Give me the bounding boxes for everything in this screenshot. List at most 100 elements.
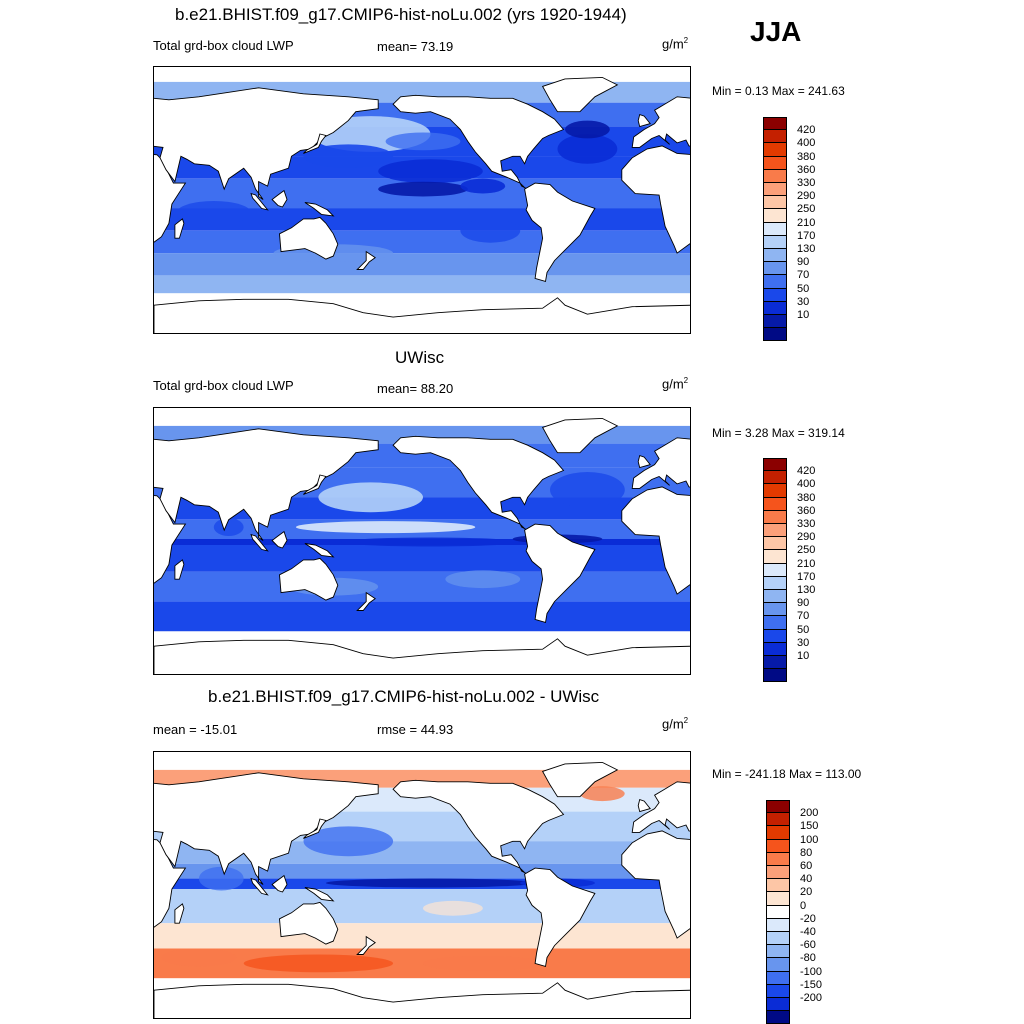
- panel-2-field-band: [154, 545, 690, 572]
- season-label: JJA: [750, 16, 802, 47]
- panel-2-field-band: [154, 571, 690, 602]
- panel-2-field-patch: [295, 521, 476, 534]
- colorbar-1-label: 400: [797, 137, 816, 150]
- colorbar-3-label: 150: [800, 820, 819, 833]
- panel-3-title: b.e21.BHIST.f09_g17.CMIP6-hist-noLu.002 …: [208, 687, 600, 706]
- colorbar-2-label: 30: [797, 636, 810, 649]
- panel-1-field-patch: [378, 159, 483, 184]
- panel-1-land-madagascar: [174, 218, 185, 239]
- colorbar-1-swatch: [763, 169, 787, 183]
- colorbar-1-swatch: [763, 262, 787, 276]
- panel-1-field-band: [154, 253, 690, 276]
- colorbar-3-label: 0: [800, 899, 807, 912]
- panel-2-land-south_america: [524, 523, 596, 623]
- colorbar-1-swatch: [763, 222, 787, 236]
- panel-1-map-canvas: [154, 67, 690, 333]
- colorbar-1-swatch: [763, 328, 787, 342]
- panel-3-land-new_zealand: [356, 935, 376, 955]
- panel-3-land-south_america: [524, 867, 596, 967]
- colorbar-1-label: 90: [797, 256, 810, 269]
- panel-2-land-eurasia: [154, 428, 379, 541]
- panel-3-land-sumatra: [250, 877, 269, 896]
- colorbar-2-swatch: [763, 616, 787, 630]
- panel-2-land-eurasia-wrap: [631, 437, 690, 489]
- panel-1-field-patch: [565, 120, 610, 139]
- colorbar-3-label: -200: [800, 992, 823, 1004]
- panel-1-field-patch: [557, 134, 618, 164]
- panel-2-field-band: [154, 408, 690, 426]
- colorbar-2-swatch: [763, 458, 787, 472]
- panel-2-field-patch: [213, 518, 244, 536]
- panel-3-land-uk-wrap: [637, 799, 651, 813]
- colorbar-3-label: 80: [800, 846, 813, 859]
- panel-1-land-eurasia-wrap: [631, 96, 690, 148]
- colorbar-2-swatch: [763, 497, 787, 511]
- panel-2-map: [153, 407, 691, 675]
- panel-2-land-africa-wrap: [621, 486, 690, 595]
- colorbar-3-swatch: [766, 879, 790, 893]
- colorbar-2-swatch: [763, 563, 787, 577]
- colorbar-1-swatch: [763, 183, 787, 197]
- colorbar-3-swatch: [766, 958, 790, 972]
- colorbar-1-swatch: [763, 288, 787, 302]
- panel-3-land-borneo: [271, 874, 288, 893]
- panel-2-land-japan: [303, 474, 327, 495]
- panel-2-title: UWisc: [395, 348, 445, 367]
- colorbar-2-label: 330: [797, 518, 816, 530]
- panel-1-land-uk-wrap: [637, 114, 651, 128]
- panel-1-mean-label: mean= 73.19: [377, 39, 454, 54]
- colorbar-1-swatch: [763, 209, 787, 223]
- colorbar-3-swatch: [766, 852, 790, 866]
- panel-1-field-patch: [176, 201, 252, 225]
- colorbar-3-swatch: [766, 905, 790, 919]
- panel-3-map-canvas: [154, 752, 690, 1018]
- panel-1-field-band: [154, 230, 690, 254]
- colorbar-1-label: 70: [797, 269, 810, 282]
- panel-2-land-new_guinea: [304, 543, 335, 558]
- panel-3-land-antarctica: [154, 982, 690, 1018]
- colorbar-1-label: 10: [797, 309, 810, 321]
- panel-1-field-patch: [303, 144, 394, 169]
- colorbar-1-label: 380: [797, 150, 816, 163]
- panel-3-field-band: [154, 752, 690, 770]
- colorbar-3-label: 200: [800, 807, 819, 820]
- colorbar-3-swatch: [766, 1011, 790, 1024]
- panel-2-units: g/m2: [662, 376, 689, 392]
- panel-3-field-patch: [161, 948, 237, 967]
- panel-1-field-patch: [378, 181, 468, 197]
- panel-1-field-patch: [460, 218, 521, 243]
- colorbar-2-swatch: [763, 629, 787, 643]
- colorbar-2-swatch: [763, 603, 787, 617]
- colorbar-2-label: 250: [797, 544, 816, 557]
- panel-1-land-sumatra: [250, 192, 269, 211]
- colorbar-3-swatch: [766, 892, 790, 906]
- panel-3-land-madagascar: [174, 903, 185, 924]
- colorbar-3-swatch: [766, 866, 790, 880]
- panel-1-variable-label: Total grd-box cloud LWP: [153, 38, 294, 53]
- colorbar-3-label: 100: [800, 833, 819, 846]
- colorbar-1-label: 330: [797, 177, 816, 189]
- colorbar-2-swatch: [763, 590, 787, 604]
- panel-2-field-patch: [550, 472, 625, 508]
- colorbar-1-swatch: [763, 130, 787, 144]
- colorbar-2-swatch: [763, 471, 787, 485]
- panel-1-field-patch: [385, 132, 461, 151]
- colorbar-1-label: 290: [797, 190, 816, 203]
- panel-3-minmax: Min = -241.18 Max = 113.00: [712, 767, 862, 781]
- panel-2-land-north_america: [392, 435, 565, 531]
- panel-2-field-patch: [445, 570, 521, 589]
- panel-1-units: g/m2: [662, 36, 689, 52]
- panel-2-land-uk-wrap: [637, 455, 651, 469]
- panel-1-minmax: Min = 0.13 Max = 241.63: [712, 84, 845, 98]
- panel-3-land-north_america: [392, 779, 565, 875]
- panel-2-land-borneo: [271, 530, 288, 549]
- panel-2-land-sumatra: [250, 533, 269, 552]
- panel-1-land-south_america: [524, 182, 596, 282]
- panel-3-map: [153, 751, 691, 1019]
- colorbar-1-swatch: [763, 315, 787, 329]
- panel-1-land-new_guinea: [304, 202, 335, 217]
- panel-1-field-band: [154, 275, 690, 294]
- colorbar-1-label: 130: [797, 243, 816, 255]
- panel-1-map: [153, 66, 691, 334]
- colorbar-3-swatch: [766, 945, 790, 959]
